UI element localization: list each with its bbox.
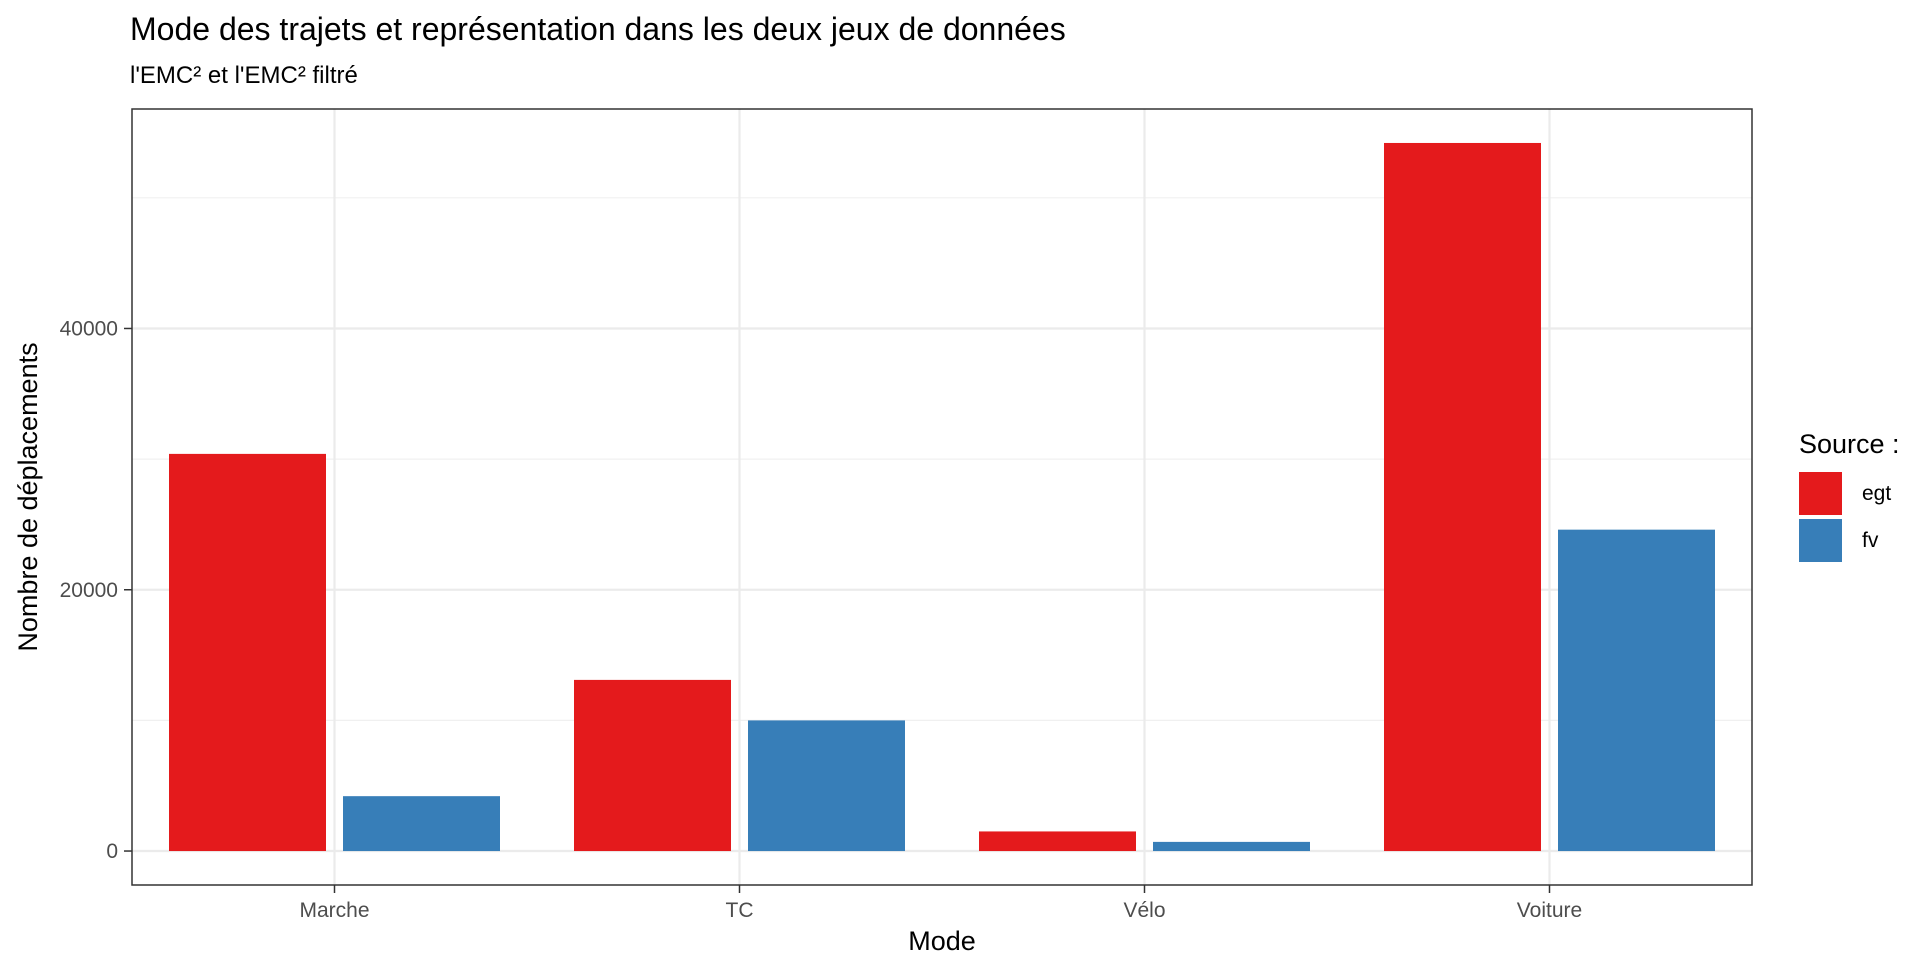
- bar-fv-tc: [748, 720, 905, 852]
- x-tick-label: TC: [726, 899, 754, 922]
- x-tick-label: Marche: [299, 899, 369, 922]
- y-tick-label: 40000: [60, 317, 118, 340]
- bar-egt-marche: [169, 453, 326, 852]
- bar-fv-voiture: [1558, 529, 1715, 852]
- chart-subtitle: l'EMC² et l'EMC² filtré: [130, 62, 358, 89]
- legend-label-egt: egt: [1862, 482, 1891, 505]
- y-axis-title: Nombre de déplacements: [13, 342, 43, 651]
- plot-panel: [131, 108, 1753, 886]
- y-tick-label: 0: [106, 840, 118, 863]
- y-tick-label: 20000: [60, 579, 118, 602]
- x-tick-label: Voiture: [1517, 899, 1582, 922]
- bar-egt-tc: [574, 679, 731, 852]
- legend-swatch-fv: [1799, 519, 1842, 562]
- legend-items: egt fv: [1799, 472, 1891, 562]
- bars: [169, 142, 1715, 852]
- x-tick-label: Vélo: [1123, 899, 1165, 922]
- plot-border: [131, 108, 1753, 886]
- bar-egt-vélo: [979, 831, 1136, 852]
- chart-title: Mode des trajets et représentation dans …: [130, 11, 1066, 47]
- x-axis-title: Mode: [908, 926, 976, 956]
- bar-fv-vélo: [1153, 841, 1310, 852]
- bar-egt-voiture: [1384, 142, 1541, 852]
- bar-fv-marche: [343, 796, 500, 852]
- legend-title: Source :: [1799, 429, 1900, 459]
- axes: 0 20000 40000 Marche TC Vélo Voiture: [60, 317, 1583, 922]
- legend: Source : egt fv: [1799, 429, 1900, 562]
- legend-label-fv: fv: [1862, 529, 1879, 552]
- legend-swatch-egt: [1799, 472, 1842, 515]
